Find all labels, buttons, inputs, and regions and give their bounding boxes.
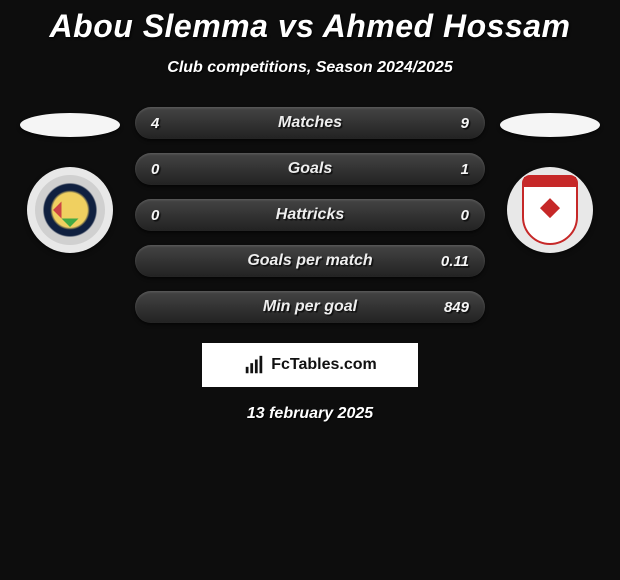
- left-club-badge: [27, 167, 113, 253]
- comparison-card: Abou Slemma vs Ahmed Hossam Club competi…: [0, 0, 620, 423]
- stat-left-value: 0: [151, 161, 159, 178]
- stats-bars: 4 Matches 9 0 Goals 1 0 Hattricks 0 Goal…: [135, 107, 485, 323]
- stat-label: Hattricks: [276, 206, 344, 224]
- right-player-name-oval: [500, 113, 600, 137]
- stat-right-value: 1: [461, 161, 469, 178]
- comparison-body: 4 Matches 9 0 Goals 1 0 Hattricks 0 Goal…: [0, 107, 620, 323]
- date-label: 13 february 2025: [0, 405, 620, 423]
- brand-label: FcTables.com: [271, 356, 377, 374]
- stat-right-value: 9: [461, 115, 469, 132]
- stat-right-value: 849: [444, 299, 469, 316]
- page-title: Abou Slemma vs Ahmed Hossam: [0, 8, 620, 45]
- brand-link[interactable]: FcTables.com: [202, 343, 418, 387]
- stat-row-min-per-goal: Min per goal 849: [135, 291, 485, 323]
- stat-label: Min per goal: [263, 298, 357, 316]
- stat-right-value: 0: [461, 207, 469, 224]
- stat-right-value: 0.11: [441, 253, 469, 270]
- left-player-name-oval: [20, 113, 120, 137]
- stat-row-goals-per-match: Goals per match 0.11: [135, 245, 485, 277]
- subtitle: Club competitions, Season 2024/2025: [0, 59, 620, 77]
- stat-label: Goals: [288, 160, 332, 178]
- bar-chart-icon: [243, 354, 265, 376]
- stat-row-matches: 4 Matches 9: [135, 107, 485, 139]
- right-club-crest-icon: [522, 175, 578, 245]
- left-player-column: [15, 107, 125, 253]
- right-player-column: [495, 107, 605, 253]
- stat-label: Goals per match: [247, 252, 372, 270]
- right-club-badge: [507, 167, 593, 253]
- stat-left-value: 4: [151, 115, 159, 132]
- left-club-crest-icon: [35, 175, 105, 245]
- stat-label: Matches: [278, 114, 342, 132]
- stat-left-value: 0: [151, 207, 159, 224]
- stat-row-hattricks: 0 Hattricks 0: [135, 199, 485, 231]
- stat-row-goals: 0 Goals 1: [135, 153, 485, 185]
